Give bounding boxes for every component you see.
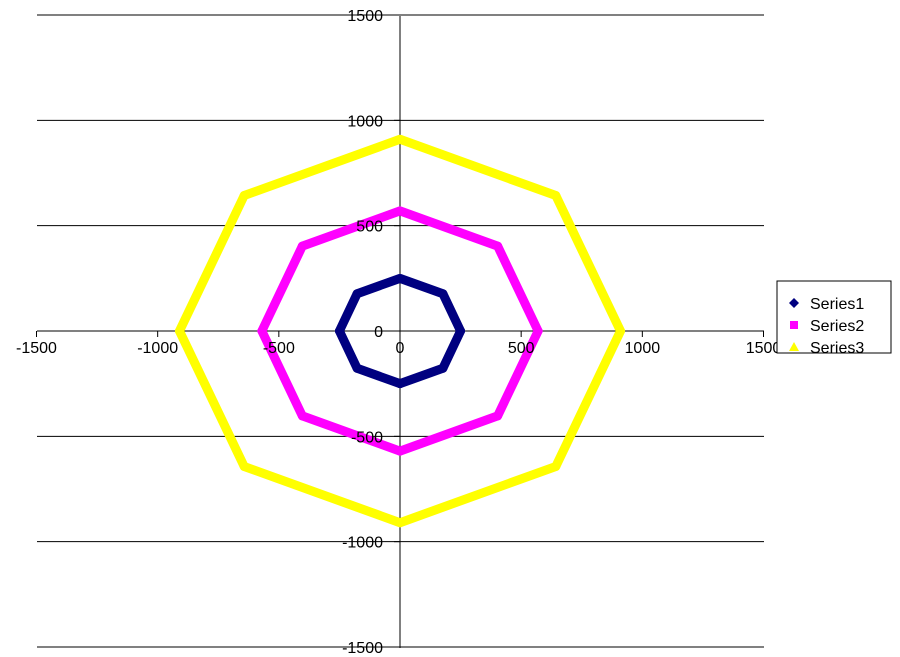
legend-label-1: Series1 bbox=[810, 296, 864, 313]
series-2-point bbox=[297, 411, 307, 421]
y-tick-label: -1000 bbox=[342, 535, 383, 552]
y-tick-label: 1500 bbox=[347, 8, 383, 25]
legend-marker-2 bbox=[790, 321, 798, 329]
series-2 bbox=[257, 206, 543, 456]
series-1-point bbox=[395, 273, 405, 283]
y-tick-label: 1000 bbox=[347, 113, 383, 130]
legend-label-3: Series3 bbox=[810, 340, 864, 357]
legend-marker-3 bbox=[789, 342, 799, 351]
y-tick-label: 500 bbox=[356, 219, 383, 236]
series-1-point bbox=[438, 289, 448, 299]
series-3-point bbox=[239, 191, 249, 201]
series-2-point bbox=[395, 206, 405, 216]
series-3-point bbox=[395, 518, 405, 528]
series-2-point bbox=[395, 446, 405, 456]
series-3-point bbox=[174, 326, 184, 336]
series-2-point bbox=[257, 326, 267, 336]
series-1-point bbox=[334, 326, 344, 336]
series-1-point bbox=[352, 363, 362, 373]
x-tick-label: -1500 bbox=[16, 340, 57, 357]
series-3-point bbox=[395, 134, 405, 144]
series-1-point bbox=[456, 326, 466, 336]
legend-box bbox=[776, 280, 892, 354]
series-1 bbox=[334, 273, 466, 389]
x-tick-label: 1000 bbox=[625, 340, 661, 357]
series-1-point bbox=[395, 379, 405, 389]
x-tick-label: 500 bbox=[508, 340, 535, 357]
series-3 bbox=[174, 134, 626, 528]
x-tick-label: 1500 bbox=[746, 340, 782, 357]
series-2-point bbox=[493, 411, 503, 421]
x-tick-label: -500 bbox=[263, 340, 295, 357]
series-2-point bbox=[297, 241, 307, 251]
series-3-point bbox=[616, 326, 626, 336]
x-tick-label: -1000 bbox=[137, 340, 178, 357]
series-3-point bbox=[551, 191, 561, 201]
series-1-point bbox=[438, 363, 448, 373]
y-tick-label: 0 bbox=[374, 324, 383, 341]
series-3-point bbox=[551, 461, 561, 471]
series-1-point bbox=[352, 289, 362, 299]
y-tick-label: -500 bbox=[351, 429, 383, 446]
legend-marker-1 bbox=[789, 298, 799, 308]
series-2-point bbox=[533, 326, 543, 336]
y-tick-label: -1500 bbox=[342, 640, 383, 657]
series-2-point bbox=[493, 241, 503, 251]
tick-labels: -1500 -1000 -500 0 500 1000 1500 -1500 -1000 -500… bbox=[16, 8, 781, 657]
series-group bbox=[174, 134, 626, 528]
x-tick-label: 0 bbox=[396, 340, 405, 357]
series-3-point bbox=[239, 461, 249, 471]
legend-label-2: Series2 bbox=[810, 318, 864, 335]
axes bbox=[36, 14, 764, 648]
legend: Series1 Series2 Series3 bbox=[776, 280, 892, 357]
